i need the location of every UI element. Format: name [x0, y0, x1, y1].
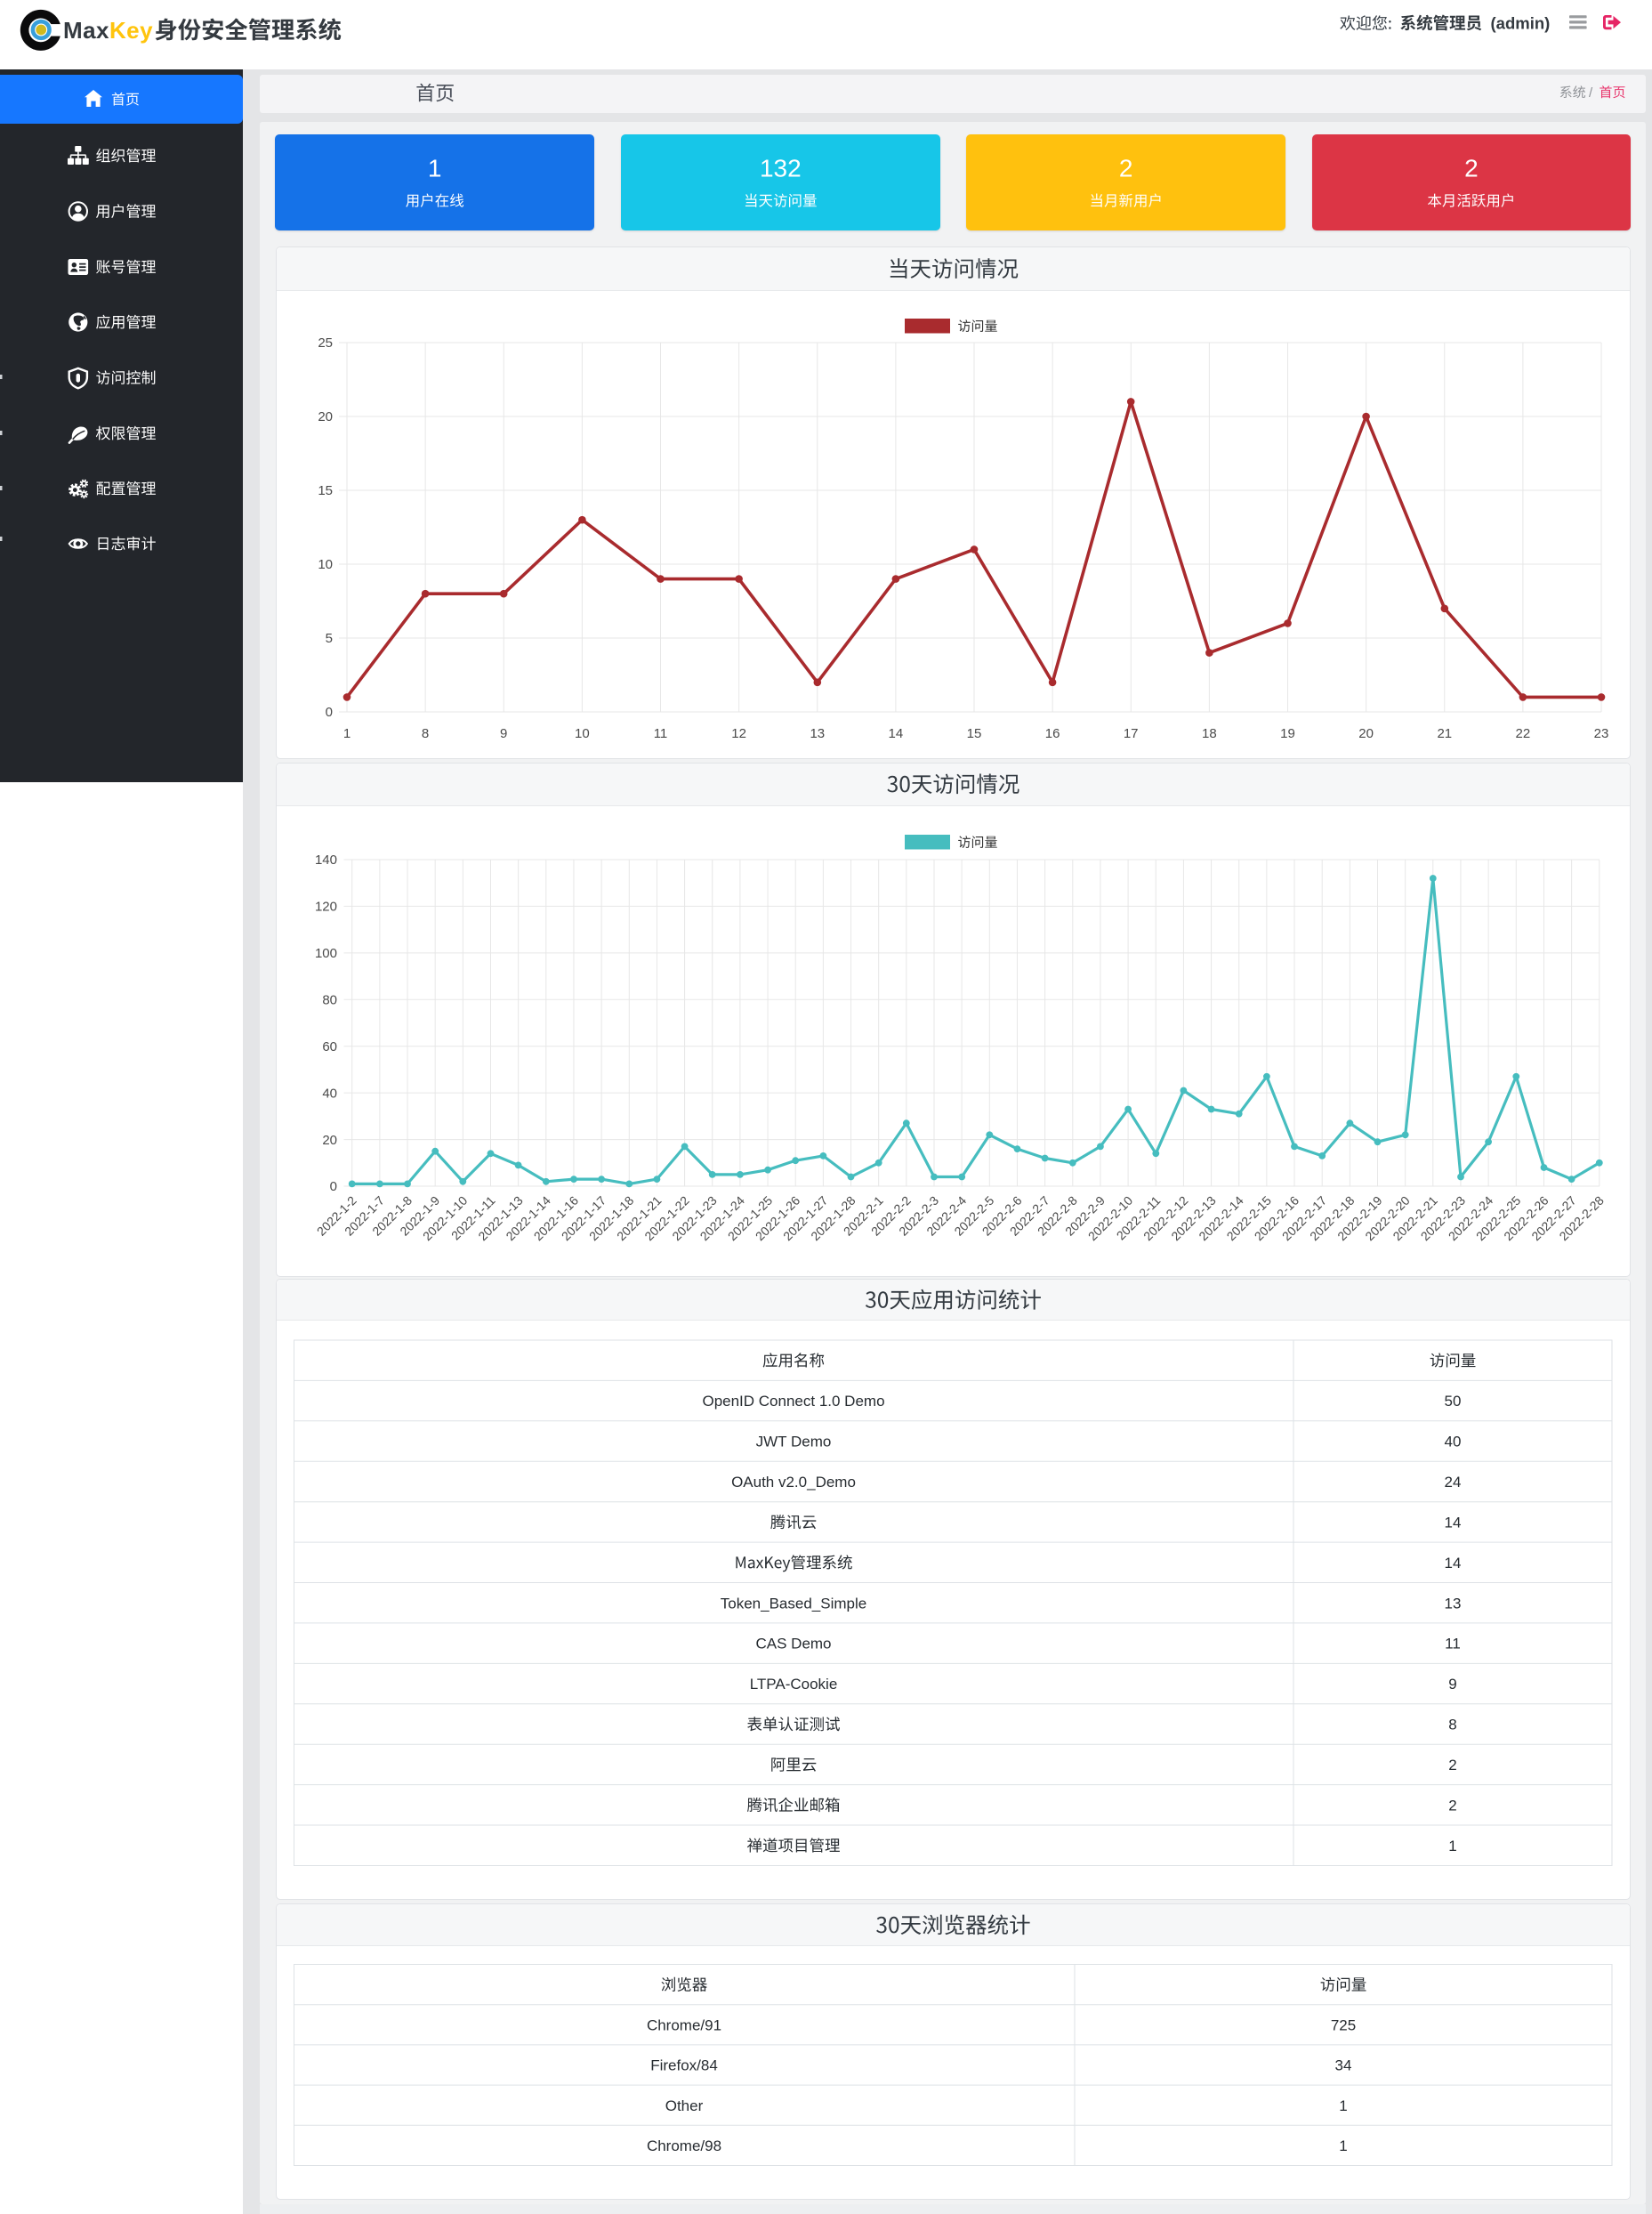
svg-text:2: 2 — [1464, 154, 1479, 182]
svg-text:9: 9 — [1448, 1676, 1456, 1693]
svg-text:11: 11 — [654, 726, 668, 741]
svg-text:1: 1 — [428, 154, 442, 182]
svg-text:1: 1 — [343, 726, 351, 741]
svg-text:2: 2 — [1448, 1797, 1456, 1814]
svg-text:9: 9 — [500, 726, 507, 741]
svg-text:22: 22 — [1516, 726, 1531, 741]
svg-text:Chrome/98: Chrome/98 — [647, 2137, 721, 2154]
svg-text:60: 60 — [322, 1039, 337, 1054]
svg-text:40: 40 — [1445, 1434, 1462, 1450]
svg-text:MaxKey: MaxKey — [63, 17, 153, 44]
svg-text:2: 2 — [1448, 1757, 1456, 1774]
svg-text:80: 80 — [322, 993, 337, 1008]
svg-text:5: 5 — [326, 631, 333, 646]
svg-text:OAuth v2.0_Demo: OAuth v2.0_Demo — [731, 1474, 856, 1491]
svg-text:18: 18 — [1202, 726, 1217, 741]
svg-text:15: 15 — [967, 726, 982, 741]
svg-text:0: 0 — [326, 705, 333, 720]
svg-text:120: 120 — [315, 900, 337, 915]
svg-text:Chrome/91: Chrome/91 — [647, 2016, 721, 2033]
svg-text:16: 16 — [1045, 726, 1060, 741]
svg-text:1: 1 — [1339, 2097, 1347, 2114]
svg-text:14: 14 — [889, 726, 904, 741]
svg-text:2: 2 — [1119, 154, 1133, 182]
svg-text:17: 17 — [1124, 726, 1139, 741]
svg-text:(admin): (admin) — [1491, 14, 1551, 33]
svg-text:Token_Based_Simple: Token_Based_Simple — [721, 1595, 866, 1612]
svg-text:1: 1 — [1339, 2137, 1347, 2154]
svg-text:13: 13 — [1445, 1595, 1462, 1612]
svg-text:8: 8 — [422, 726, 429, 741]
svg-text:20: 20 — [322, 1133, 337, 1148]
svg-text:JWT Demo: JWT Demo — [756, 1434, 832, 1450]
svg-text:11: 11 — [1445, 1636, 1461, 1652]
svg-text:/: / — [1589, 85, 1593, 101]
svg-text:21: 21 — [1437, 726, 1452, 741]
svg-text:LTPA-Cookie: LTPA-Cookie — [750, 1676, 838, 1693]
svg-text:100: 100 — [315, 946, 337, 961]
svg-text:19: 19 — [1280, 726, 1295, 741]
svg-text:13: 13 — [810, 726, 825, 741]
svg-text:132: 132 — [760, 154, 802, 182]
svg-text:140: 140 — [315, 852, 337, 868]
svg-text:OpenID Connect 1.0 Demo: OpenID Connect 1.0 Demo — [702, 1393, 884, 1410]
svg-text:20: 20 — [318, 409, 333, 424]
svg-text:15: 15 — [318, 483, 333, 498]
svg-text:14: 14 — [1445, 1555, 1462, 1572]
svg-text:24: 24 — [1445, 1474, 1462, 1491]
svg-text:34: 34 — [1335, 2057, 1352, 2074]
svg-text:23: 23 — [1594, 726, 1609, 741]
svg-text:Other: Other — [665, 2097, 704, 2114]
svg-text:50: 50 — [1445, 1393, 1462, 1410]
svg-text:20: 20 — [1358, 726, 1374, 741]
svg-text:1: 1 — [1448, 1838, 1456, 1854]
svg-text:CAS Demo: CAS Demo — [755, 1636, 831, 1652]
svg-text:Firefox/84: Firefox/84 — [650, 2057, 718, 2074]
svg-text:25: 25 — [318, 335, 333, 351]
svg-text:8: 8 — [1448, 1717, 1456, 1733]
svg-text:10: 10 — [575, 726, 590, 741]
svg-text:14: 14 — [1445, 1514, 1462, 1531]
svg-text:0: 0 — [330, 1179, 337, 1194]
svg-text:725: 725 — [1331, 2016, 1356, 2033]
svg-text:12: 12 — [731, 726, 746, 741]
svg-text:10: 10 — [318, 557, 333, 572]
svg-text:40: 40 — [322, 1086, 337, 1101]
